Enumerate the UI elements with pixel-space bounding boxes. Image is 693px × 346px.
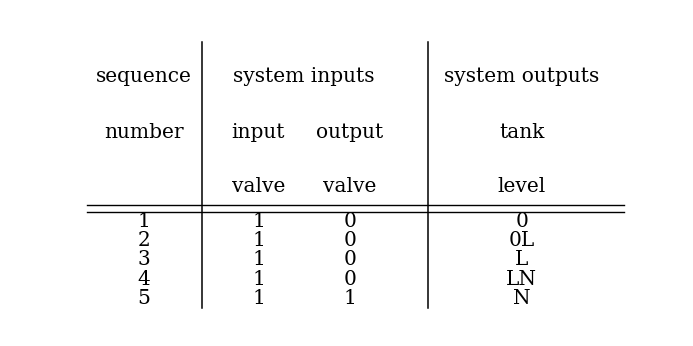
Text: 3: 3 xyxy=(138,251,150,270)
Text: tank: tank xyxy=(499,122,544,142)
Text: 1: 1 xyxy=(138,212,150,231)
Text: 1: 1 xyxy=(252,212,265,231)
Text: 4: 4 xyxy=(138,270,150,289)
Text: 1: 1 xyxy=(252,231,265,250)
Text: 0: 0 xyxy=(343,212,356,231)
Text: 1: 1 xyxy=(252,251,265,270)
Text: number: number xyxy=(104,122,184,142)
Text: valve: valve xyxy=(231,177,286,196)
Text: output: output xyxy=(316,122,383,142)
Text: LN: LN xyxy=(506,270,537,289)
Text: 0L: 0L xyxy=(509,231,535,250)
Text: input: input xyxy=(231,122,286,142)
Text: system inputs: system inputs xyxy=(234,67,375,86)
Text: 5: 5 xyxy=(138,289,150,308)
Text: 1: 1 xyxy=(252,270,265,289)
Text: 0: 0 xyxy=(343,251,356,270)
Text: 1: 1 xyxy=(252,289,265,308)
Text: level: level xyxy=(498,177,546,196)
Text: 0: 0 xyxy=(343,231,356,250)
Text: 0: 0 xyxy=(343,270,356,289)
Text: L: L xyxy=(515,251,528,270)
Text: 1: 1 xyxy=(343,289,356,308)
Text: system outputs: system outputs xyxy=(444,67,599,86)
Text: 2: 2 xyxy=(138,231,150,250)
Text: valve: valve xyxy=(323,177,376,196)
Text: sequence: sequence xyxy=(96,67,192,86)
Text: 0: 0 xyxy=(515,212,528,231)
Text: N: N xyxy=(513,289,530,308)
